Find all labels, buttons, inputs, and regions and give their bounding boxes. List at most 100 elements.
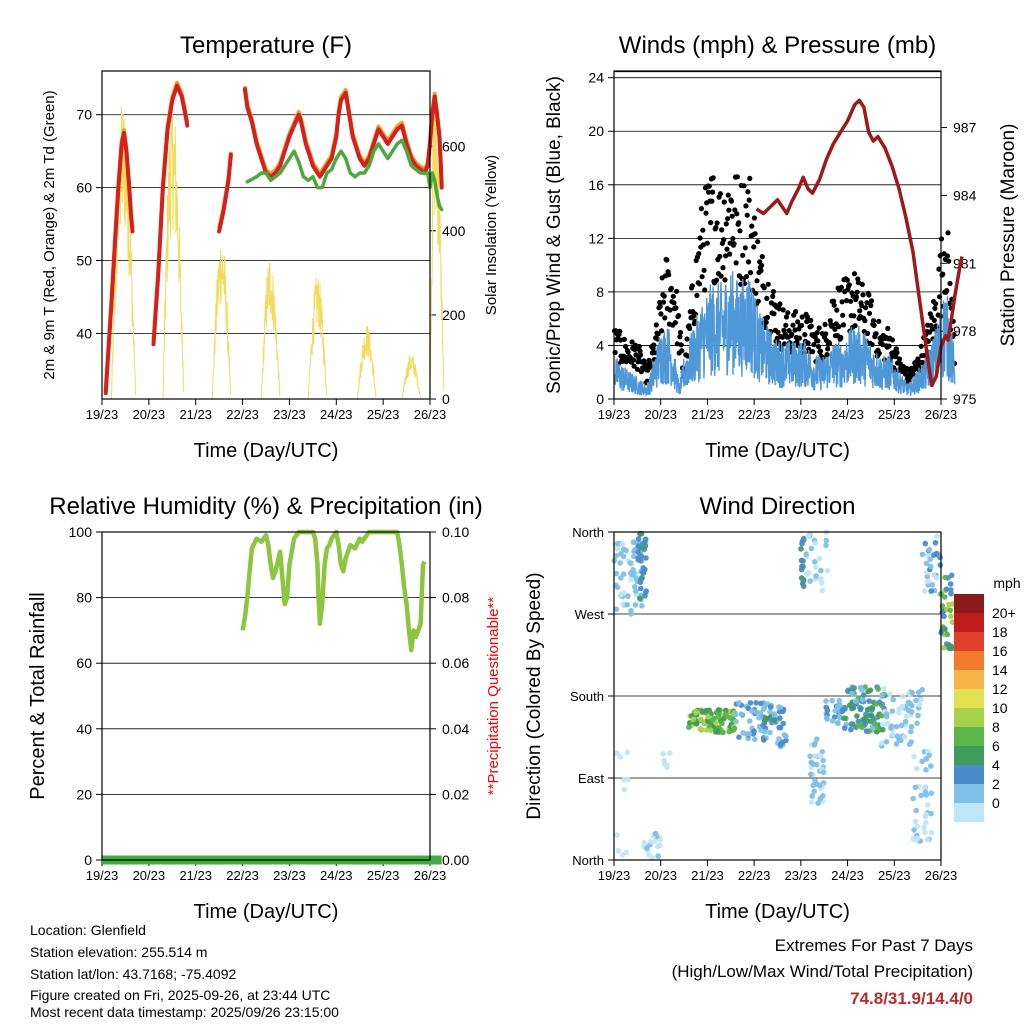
gust-point bbox=[880, 341, 886, 348]
gust-point bbox=[771, 311, 777, 317]
wind-direction-point bbox=[660, 751, 667, 757]
panel-2-x-tick-label: 21/23 bbox=[179, 868, 212, 883]
gust-point bbox=[676, 313, 682, 319]
temp-2m-line bbox=[242, 87, 444, 190]
wind-direction-point bbox=[947, 581, 954, 587]
wind-direction-point bbox=[893, 723, 900, 730]
wind-direction-point bbox=[906, 741, 913, 748]
wind-direction-point bbox=[929, 582, 936, 588]
wind-direction-point bbox=[758, 700, 764, 707]
gust-point bbox=[671, 300, 677, 306]
wind-direction-point bbox=[867, 687, 874, 693]
wind-direction-point bbox=[855, 718, 862, 725]
wind-direction-point bbox=[918, 696, 924, 703]
wind-direction-point bbox=[803, 551, 809, 557]
gust-point bbox=[855, 280, 862, 286]
wind-direction-point bbox=[781, 732, 787, 738]
wind-direction-point bbox=[819, 580, 825, 586]
wind-direction-point bbox=[857, 706, 864, 713]
wind-direction-point bbox=[912, 784, 919, 791]
wind-direction-point bbox=[835, 720, 841, 726]
wind-direction-point bbox=[888, 725, 894, 731]
wind-direction-point bbox=[652, 831, 659, 837]
gust-point bbox=[637, 348, 643, 354]
precip-y2-tick-label: 0.02 bbox=[442, 786, 469, 802]
gust-point bbox=[857, 308, 863, 314]
gust-point bbox=[804, 314, 811, 320]
gust-point bbox=[728, 198, 735, 204]
wind-direction-point bbox=[655, 843, 661, 850]
gust-point bbox=[621, 336, 627, 342]
wind-direction-point bbox=[879, 721, 886, 728]
gust-point bbox=[713, 225, 719, 231]
wind-direction-point bbox=[849, 690, 855, 697]
solar-y2-tick-label: 600 bbox=[442, 139, 466, 155]
gust-point bbox=[780, 307, 786, 313]
wind-direction-point bbox=[901, 734, 908, 740]
gust-point bbox=[701, 267, 707, 273]
gust-point bbox=[651, 342, 657, 348]
pressure-y2-tick-label: 981 bbox=[953, 255, 977, 271]
gust-point bbox=[885, 325, 891, 332]
pressure-y2-tick-label: 978 bbox=[953, 323, 977, 339]
panel-1-x-tick-label: 21/23 bbox=[691, 407, 724, 422]
gust-point bbox=[799, 314, 805, 320]
gust-point bbox=[725, 216, 731, 222]
wind-direction-point bbox=[914, 835, 921, 842]
wind-direction-point bbox=[863, 728, 870, 734]
panel-3-x-tick-label: 23/23 bbox=[785, 868, 818, 883]
wind-direction-point bbox=[893, 741, 900, 747]
wind-direction-point bbox=[866, 698, 872, 704]
gust-point bbox=[889, 337, 896, 343]
wind-direction-point bbox=[736, 734, 742, 740]
wind-direction-point bbox=[948, 587, 954, 593]
wind-direction-point bbox=[933, 575, 940, 581]
wind-direction-point bbox=[863, 715, 869, 721]
wind-direction-point bbox=[898, 722, 905, 729]
wind-direction-point bbox=[859, 687, 865, 693]
panel-2-x-axis-label: Time (Day/UTC) bbox=[194, 901, 339, 923]
gust-point bbox=[859, 303, 865, 309]
wind-direction-point bbox=[919, 758, 925, 765]
wind-direction-point bbox=[756, 714, 762, 721]
gust-point bbox=[931, 317, 937, 323]
speed-legend-swatch bbox=[954, 689, 984, 708]
created-label: Figure created on Fri, 2025-09-26, at 23… bbox=[30, 987, 331, 1003]
gust-point bbox=[761, 285, 767, 291]
wind-direction-point bbox=[924, 837, 931, 843]
wind-direction-point bbox=[913, 697, 919, 704]
gust-point bbox=[674, 288, 680, 294]
gust-point bbox=[754, 278, 760, 284]
wind-direction-point bbox=[719, 720, 725, 727]
gust-point bbox=[623, 343, 629, 350]
wind-direction-point bbox=[915, 689, 922, 696]
wind-direction-point bbox=[643, 555, 649, 561]
wind-direction-point bbox=[800, 583, 807, 590]
gust-point bbox=[679, 348, 685, 354]
wind-direction-point bbox=[908, 728, 914, 735]
gust-point bbox=[657, 303, 663, 309]
panel-3-x-tick-label: 21/23 bbox=[691, 868, 724, 883]
gust-point bbox=[636, 343, 642, 350]
panel-3-x-axis-label: Time (Day/UTC) bbox=[705, 901, 850, 923]
wind-direction-point bbox=[887, 691, 893, 697]
gust-point bbox=[805, 340, 811, 346]
wind-direction-point bbox=[726, 728, 732, 735]
wind-direction-point bbox=[776, 704, 782, 710]
wind-direction-point bbox=[905, 707, 912, 714]
panel-3-x-tick-label: 24/23 bbox=[831, 868, 864, 883]
wind-direction-point bbox=[613, 606, 620, 612]
gust-point bbox=[853, 294, 860, 300]
gust-point bbox=[795, 319, 801, 325]
wind-direction-point bbox=[731, 725, 738, 732]
gust-point bbox=[664, 257, 670, 263]
speed-legend-label: 4 bbox=[992, 757, 1000, 773]
wind-direction-point bbox=[746, 718, 753, 724]
panel-1-x-tick-label: 22/23 bbox=[738, 407, 771, 422]
panel-3-x-tick-label: 25/23 bbox=[878, 868, 911, 883]
temp-plot-frame bbox=[101, 70, 431, 400]
gust-point bbox=[724, 246, 730, 252]
wind-direction-point bbox=[751, 728, 757, 734]
gust-point bbox=[866, 292, 872, 298]
gust-point bbox=[836, 324, 842, 330]
